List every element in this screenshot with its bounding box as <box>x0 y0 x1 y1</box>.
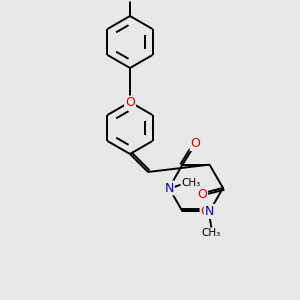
Text: CH₃: CH₃ <box>182 178 201 188</box>
Text: N: N <box>205 205 214 218</box>
Text: O: O <box>201 205 210 218</box>
Text: Cl: Cl <box>124 0 136 1</box>
Text: CH₃: CH₃ <box>202 228 221 239</box>
Text: O: O <box>125 97 135 110</box>
Text: O: O <box>197 188 207 200</box>
Text: O: O <box>190 137 200 150</box>
Text: N: N <box>164 182 174 194</box>
